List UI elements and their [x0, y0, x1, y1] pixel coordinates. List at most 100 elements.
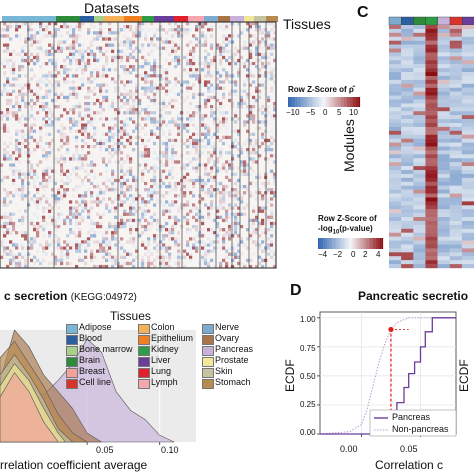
colorbar-c-step [380, 238, 382, 249]
heatmap-a-cell [174, 203, 178, 207]
heatmap-a-cell [117, 89, 121, 93]
heatmap-a-cell [33, 169, 37, 173]
heatmap-a-cell [153, 243, 157, 247]
heatmap-a-cell [27, 25, 31, 29]
heatmap-a-cell [72, 74, 76, 78]
heatmap-a-cell [141, 261, 145, 266]
heatmap-a-cell [24, 212, 28, 216]
heatmap-a-cell [273, 181, 277, 186]
heatmap-a-cell [225, 234, 229, 238]
heatmap-a-cell [117, 169, 121, 173]
heatmap-a-cell [18, 218, 22, 223]
heatmap-a-cell [270, 68, 274, 72]
heatmap-c-cell [425, 197, 438, 202]
heatmap-a-cell [18, 89, 22, 93]
heatmap-a-cell [144, 224, 148, 229]
heatmap-a-cell [159, 120, 163, 124]
heatmap-a-cell [90, 120, 94, 124]
heatmap-a-cell [198, 49, 202, 53]
heatmap-c-cell [449, 256, 463, 261]
heatmap-a-cell [231, 163, 235, 167]
heatmap-a-cell [210, 34, 214, 38]
panel-b-legend-title: Tissues [110, 309, 151, 323]
heatmap-a-cell [102, 117, 106, 121]
heatmap-a-cell [258, 58, 262, 63]
heatmap-c-cell [449, 217, 463, 222]
heatmap-a-cell [189, 49, 193, 53]
heatmap-a-cell [54, 246, 58, 250]
heatmap-a-cell [264, 74, 268, 78]
heatmap-a-cell [60, 126, 64, 130]
heatmap-a-cell [189, 255, 193, 259]
heatmap-a-cell [189, 120, 193, 124]
heatmap-a-cell [174, 218, 178, 223]
heatmap-a-cell [138, 65, 142, 69]
heatmap-a-cell [183, 255, 187, 259]
heatmap-a-cell [201, 215, 205, 220]
heatmap-a-cell [252, 169, 256, 173]
heatmap-a-cell [60, 212, 64, 216]
heatmap-a-cell [111, 31, 115, 35]
heatmap-a-cell [126, 120, 130, 124]
heatmap-a-cell [207, 71, 211, 75]
heatmap-a-cell [261, 74, 265, 78]
heatmap-a-cell [63, 71, 67, 75]
heatmap-c-cell [461, 248, 474, 253]
heatmap-a-cell [153, 34, 157, 38]
heatmap-a-cell [261, 181, 265, 186]
heatmap-a-cell [15, 151, 19, 155]
heatmap-a-cell [123, 43, 127, 47]
heatmap-a-cell [126, 261, 130, 266]
heatmap-a-cell [75, 157, 79, 161]
heatmap-a-cell [183, 141, 187, 146]
heatmap-a-cell [162, 212, 166, 216]
heatmap-a-cell [66, 141, 70, 146]
heatmap-a-cell [204, 258, 208, 263]
heatmap-a-cell [237, 58, 241, 63]
heatmap-a-cell [144, 203, 148, 207]
heatmap-a-cell [183, 80, 187, 84]
heatmap-a-cell [207, 160, 211, 164]
heatmap-a-cell [141, 258, 145, 263]
heatmap-a-cell [60, 200, 64, 204]
heatmap-a-cell [114, 255, 118, 259]
heatmap-a-cell [57, 224, 61, 229]
heatmap-a-cell [162, 194, 166, 198]
heatmap-a-cell [111, 105, 115, 109]
heatmap-c-cell [389, 260, 402, 265]
heatmap-a-cell [129, 172, 133, 176]
heatmap-c-cell [437, 142, 450, 147]
heatmap-a-cell [204, 166, 208, 170]
heatmap-a-cell [186, 43, 190, 47]
heatmap-a-cell [231, 89, 235, 93]
colorbar-a-step [328, 97, 331, 107]
heatmap-a-cell [99, 172, 103, 176]
heatmap-c-cell [437, 87, 450, 92]
heatmap-a-cell [33, 117, 37, 121]
heatmap-a-cell [252, 22, 256, 26]
heatmap-a-cell [249, 117, 253, 121]
heatmap-a-cell [141, 92, 145, 97]
heatmap-a-cell [9, 215, 13, 220]
heatmap-a-cell [15, 166, 19, 170]
heatmap-c-cell [401, 220, 414, 226]
heatmap-a-cell [93, 166, 97, 170]
heatmap-a-cell [48, 123, 52, 127]
heatmap-a-cell [156, 166, 160, 170]
colorbar-c-step [368, 238, 371, 249]
heatmap-a-cell [258, 243, 262, 247]
heatmap-a-cell [231, 264, 235, 269]
heatmap-a-cell [153, 98, 157, 103]
heatmap-a-cell [36, 215, 40, 220]
heatmap-a-cell [60, 132, 64, 136]
heatmap-a-cell [141, 65, 145, 69]
heatmap-a-cell [87, 105, 91, 109]
heatmap-a-cell [99, 101, 103, 106]
heatmap-a-cell [231, 117, 235, 121]
heatmap-a-cell [240, 163, 244, 167]
heatmap-a-cell [144, 209, 148, 213]
colorbar-a-step [296, 97, 298, 107]
heatmap-a-cell [69, 92, 73, 97]
heatmap-a-cell [132, 160, 136, 164]
heatmap-a-cell [183, 126, 187, 130]
